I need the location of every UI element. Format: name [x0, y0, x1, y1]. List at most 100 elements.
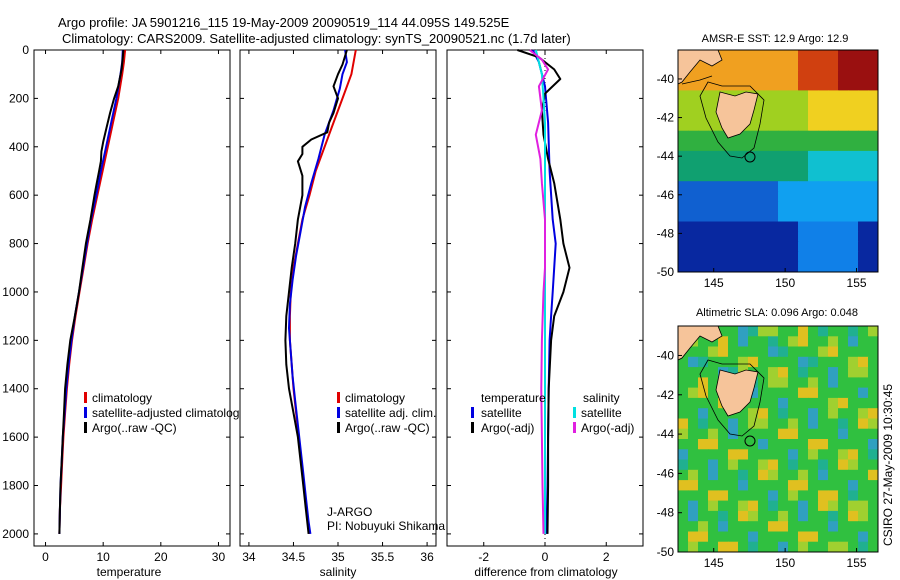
heatmap-cell — [868, 377, 878, 389]
heatmap-cell — [848, 418, 859, 430]
heatmap-cell — [708, 397, 719, 409]
heatmap-cell — [858, 418, 869, 430]
heatmap-cell — [768, 500, 779, 512]
heatmap-cell — [778, 469, 789, 481]
heatmap-cell — [778, 510, 789, 522]
heatmap-cell — [688, 541, 699, 552]
heatmap-cell — [838, 90, 849, 102]
heatmap-cell — [838, 480, 849, 491]
heatmap-cell — [858, 171, 869, 182]
heatmap-cell — [848, 377, 859, 389]
heatmap-cell — [848, 221, 859, 233]
heatmap-cell — [708, 480, 719, 491]
heatmap-cell — [828, 346, 839, 358]
heatmap-cell — [838, 130, 849, 142]
heatmap-cell — [748, 201, 759, 213]
heatmap-cell — [808, 60, 819, 71]
heatmap-cell — [818, 110, 829, 122]
heatmap-cell — [778, 110, 789, 122]
heatmap-cell — [758, 500, 769, 512]
heatmap-cell — [688, 500, 699, 512]
heatmap-cell — [818, 459, 829, 471]
heatmap-cell — [778, 480, 789, 491]
heatmap-cell — [828, 336, 839, 348]
heatmap-cell — [758, 397, 769, 409]
map-x-tick-label: 155 — [847, 556, 867, 570]
heatmap-cell — [868, 231, 878, 243]
heatmap-cell — [758, 161, 769, 172]
heatmap-cell — [738, 171, 749, 182]
heatmap-cell — [728, 480, 739, 491]
heatmap-cell — [748, 221, 759, 233]
heatmap-cell — [818, 201, 829, 213]
heatmap-cell — [678, 201, 689, 213]
heatmap-cell — [708, 171, 719, 182]
heatmap-cell — [688, 439, 699, 450]
x-tick-label: 30 — [212, 550, 226, 564]
heatmap-cell — [698, 346, 709, 358]
heatmap-cell — [858, 191, 869, 202]
heatmap-cell — [848, 201, 859, 213]
heatmap-cell — [808, 541, 819, 552]
heatmap-cell — [738, 459, 749, 471]
heatmap-cell — [788, 120, 799, 132]
heatmap-cell — [858, 120, 869, 132]
heatmap-cell — [738, 510, 749, 522]
legend-swatch-sal-argo — [573, 422, 576, 433]
heatmap-cell — [778, 50, 789, 61]
heatmap-cell — [858, 510, 869, 522]
heatmap-cell — [798, 191, 809, 202]
heatmap-cell — [728, 490, 739, 502]
heatmap-cell — [798, 130, 809, 142]
heatmap-cell — [758, 449, 769, 461]
heatmap-cell — [828, 241, 839, 253]
heatmap-cell — [818, 449, 829, 461]
heatmap-cell — [698, 510, 709, 522]
heatmap-cell — [678, 231, 689, 243]
heatmap-cell — [778, 531, 789, 543]
heatmap-cell — [848, 241, 859, 253]
heatmap-cell — [838, 241, 849, 253]
heatmap-cell — [838, 439, 849, 450]
heatmap-cell — [748, 150, 759, 162]
heatmap-cell — [798, 459, 809, 471]
heatmap-cell — [818, 387, 829, 399]
heatmap-cell — [828, 60, 839, 71]
heatmap-cell — [688, 408, 699, 420]
heatmap-cell — [738, 469, 749, 481]
y-tick-label: 1000 — [2, 285, 29, 299]
heatmap-cell — [688, 201, 699, 213]
heatmap-cell — [728, 449, 739, 461]
heatmap-cell — [728, 469, 739, 481]
heatmap-cell — [738, 356, 749, 368]
heatmap-cell — [828, 150, 839, 162]
map-y-tick-label: -50 — [657, 265, 675, 279]
heatmap-cell — [688, 221, 699, 233]
heatmap-cell — [808, 211, 819, 223]
legend-label-climatology: climatology — [92, 391, 152, 405]
heatmap-cell — [828, 70, 839, 81]
y-tick-label: 0 — [22, 43, 29, 57]
heatmap-cell — [738, 428, 749, 440]
heatmap-cell — [758, 387, 769, 399]
heatmap-cell — [698, 500, 709, 512]
heatmap-cell — [778, 326, 789, 337]
heatmap-cell — [838, 261, 849, 272]
heatmap-cell — [768, 356, 779, 368]
heatmap-cell — [798, 521, 809, 533]
heatmap-cell — [868, 428, 878, 440]
heatmap-cell — [818, 356, 829, 368]
heatmap-cell — [798, 541, 809, 552]
heatmap-cell — [808, 459, 819, 471]
heatmap-cell — [788, 439, 799, 450]
heatmap-cell — [698, 377, 709, 389]
heatmap-cell — [848, 336, 859, 348]
series-line-argo — [284, 49, 348, 535]
heatmap-cell — [768, 150, 779, 162]
heatmap-cell — [828, 171, 839, 182]
heatmap-cell — [778, 521, 789, 533]
heatmap-cell — [848, 251, 859, 263]
heatmap-cell — [748, 531, 759, 543]
heatmap-cell — [728, 418, 739, 430]
heatmap-cell — [748, 231, 759, 243]
